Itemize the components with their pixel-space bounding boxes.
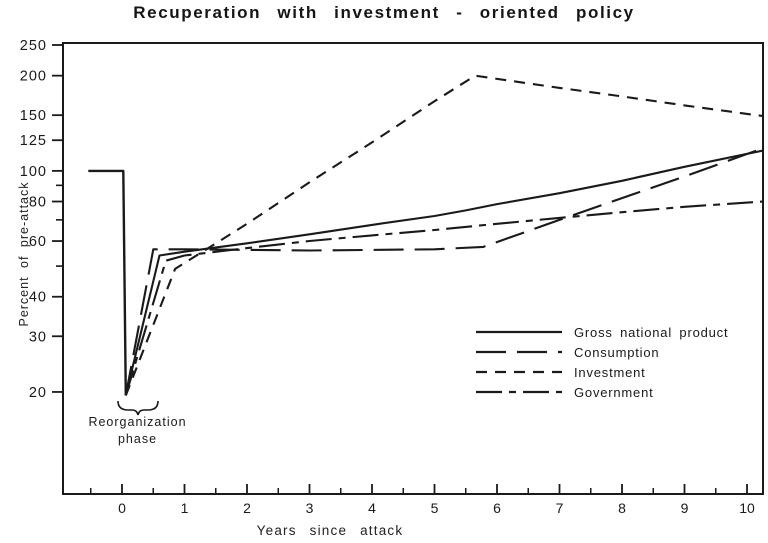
series-line-consumption [124, 147, 764, 396]
x-tick-label-6: 6 [493, 500, 501, 516]
legend-item-investment: Investment [476, 362, 728, 382]
x-tick-label-10: 10 [739, 500, 755, 516]
y-tick-label-40: 40 [29, 290, 47, 306]
x-tick-label-7: 7 [556, 500, 564, 516]
y-tick-label-80: 80 [29, 195, 47, 211]
series-line-government [124, 200, 764, 396]
x-tick-label-5: 5 [431, 500, 439, 516]
series-line-investment [124, 74, 764, 396]
y-tick-label-150: 150 [20, 108, 47, 124]
legend-item-government: Government [476, 382, 728, 402]
x-tick-label-2: 2 [243, 500, 251, 516]
x-tick-label-8: 8 [618, 500, 626, 516]
legend-line-sample [476, 390, 562, 394]
x-axis-title: Years since attack [256, 523, 404, 538]
y-tick-label-200: 200 [20, 69, 47, 85]
annotation-phase: phase [117, 432, 158, 446]
legend-label: Investment [574, 364, 646, 380]
annotation-reorganization: Reorganization [88, 415, 187, 429]
legend-line-sample [476, 350, 562, 354]
legend-label: Gross national product [574, 324, 729, 340]
x-tick-label-9: 9 [681, 500, 689, 516]
x-tick-label-4: 4 [368, 500, 376, 516]
x-tick-label-0: 0 [118, 500, 126, 516]
series-line-gross-national-product [124, 149, 764, 396]
legend-item-gross-national-product: Gross national product [476, 322, 728, 342]
y-tick-label-100: 100 [20, 164, 47, 180]
legend-line-sample [476, 330, 562, 334]
legend-label: Consumption [574, 344, 660, 360]
y-axis-title: Percent of pre-attack [17, 181, 31, 327]
legend-label: Government [574, 384, 654, 400]
reorganization-brace [117, 400, 159, 416]
x-tick-label-1: 1 [181, 500, 189, 516]
legend-line-sample [476, 370, 562, 374]
plot-frame [62, 42, 764, 495]
legend-item-consumption: Consumption [476, 342, 728, 362]
chart-title: Recuperation with investment - oriented … [133, 3, 635, 22]
pre-attack-line [88, 169, 127, 396]
y-tick-label-30: 30 [29, 329, 47, 345]
y-tick-label-250: 250 [20, 38, 47, 54]
y-tick-label-20: 20 [29, 385, 47, 401]
y-tick-label-125: 125 [20, 133, 47, 149]
legend: Gross national product Consumption Investm… [476, 322, 728, 402]
y-tick-label-60: 60 [29, 234, 47, 250]
x-tick-label-3: 3 [306, 500, 314, 516]
